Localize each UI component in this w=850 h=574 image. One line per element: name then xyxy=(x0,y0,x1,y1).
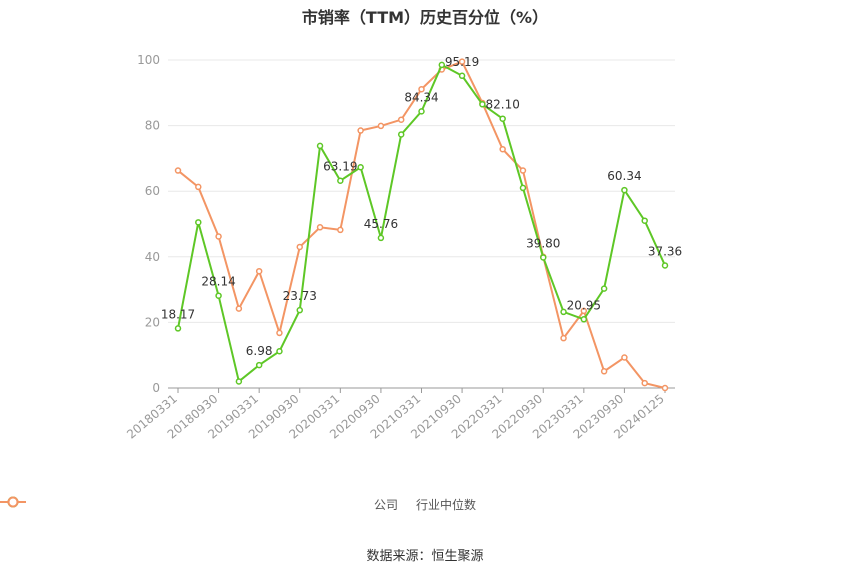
industry-point xyxy=(377,122,385,130)
company-data-label: 63.19 xyxy=(323,160,357,174)
company-point xyxy=(458,72,466,80)
industry-point xyxy=(560,334,567,342)
y-tick-label: 80 xyxy=(145,119,160,133)
y-tick-label: 0 xyxy=(152,381,160,395)
company-point xyxy=(276,348,283,355)
company-data-label: 28.14 xyxy=(201,275,235,289)
company-data-label: 20.95 xyxy=(567,298,601,312)
industry-point xyxy=(600,368,608,375)
industry-point xyxy=(276,329,283,337)
y-tick-label: 60 xyxy=(145,184,160,198)
industry-point xyxy=(235,305,243,312)
company-data-label: 45.76 xyxy=(364,217,398,231)
company-point xyxy=(255,361,263,369)
company-point xyxy=(174,325,182,332)
legend-item-company[interactable]: 公司 xyxy=(0,496,398,513)
industry-point xyxy=(580,307,588,315)
y-tick-label: 20 xyxy=(145,315,160,329)
company-point xyxy=(560,308,567,316)
company-point xyxy=(580,316,588,323)
industry-point xyxy=(174,167,182,174)
company-point xyxy=(600,285,608,292)
company-data-label: 6.98 xyxy=(246,344,273,358)
legend-industry-label: 行业中位数 xyxy=(416,498,477,512)
company-point xyxy=(296,306,303,314)
industry-point xyxy=(661,384,669,392)
industry-point xyxy=(621,354,628,361)
industry-point xyxy=(337,226,344,234)
company-point xyxy=(357,164,364,171)
company-point xyxy=(641,217,648,224)
company-point xyxy=(337,177,344,184)
industry-point xyxy=(458,58,466,65)
company-point xyxy=(397,131,405,138)
company-data-label: 39.80 xyxy=(526,236,560,250)
line-chart: 0204060801002018033120180930201903312019… xyxy=(124,53,682,442)
industry-point xyxy=(418,85,425,93)
legend-company-label: 公司 xyxy=(373,498,398,512)
company-point xyxy=(215,292,222,299)
industry-point xyxy=(641,379,648,387)
industry-point xyxy=(499,145,506,153)
company-data-label: 60.34 xyxy=(607,169,641,183)
industry-point xyxy=(397,116,405,123)
industry-point xyxy=(296,243,303,251)
industry-point xyxy=(316,224,324,231)
company-point xyxy=(377,234,385,242)
company-point xyxy=(499,115,506,122)
company-data-label: 23.73 xyxy=(283,289,317,303)
company-point xyxy=(540,254,547,261)
legend: 公司 行业中位数 xyxy=(0,496,850,513)
company-data-label: 82.10 xyxy=(485,98,519,112)
company-point xyxy=(235,378,243,385)
company-point xyxy=(195,219,202,226)
y-tick-label: 40 xyxy=(145,250,160,264)
legend-industry-marker xyxy=(0,496,26,508)
chart-title: 市销率（TTM）历史百分位（%） xyxy=(301,8,549,27)
y-tick-label: 100 xyxy=(137,53,160,67)
company-data-label: 18.17 xyxy=(161,307,195,321)
company-point xyxy=(438,61,446,69)
legend-item-industry[interactable]: 行业中位数 xyxy=(0,496,477,513)
company-point xyxy=(661,262,669,269)
company-point xyxy=(621,186,628,194)
industry-point xyxy=(195,183,202,191)
company-point xyxy=(519,184,527,192)
industry-point xyxy=(215,233,222,240)
company-point xyxy=(418,108,425,115)
company-point xyxy=(316,142,324,150)
data-source: 数据来源：恒生聚源 xyxy=(366,549,484,564)
company-data-label: 37.36 xyxy=(648,244,682,258)
company-data-label: 84.34 xyxy=(404,90,438,104)
industry-point xyxy=(255,267,263,275)
industry-point xyxy=(357,127,364,134)
company-data-label: 95.19 xyxy=(445,55,479,69)
industry-point xyxy=(519,167,527,174)
company-point xyxy=(479,101,486,108)
